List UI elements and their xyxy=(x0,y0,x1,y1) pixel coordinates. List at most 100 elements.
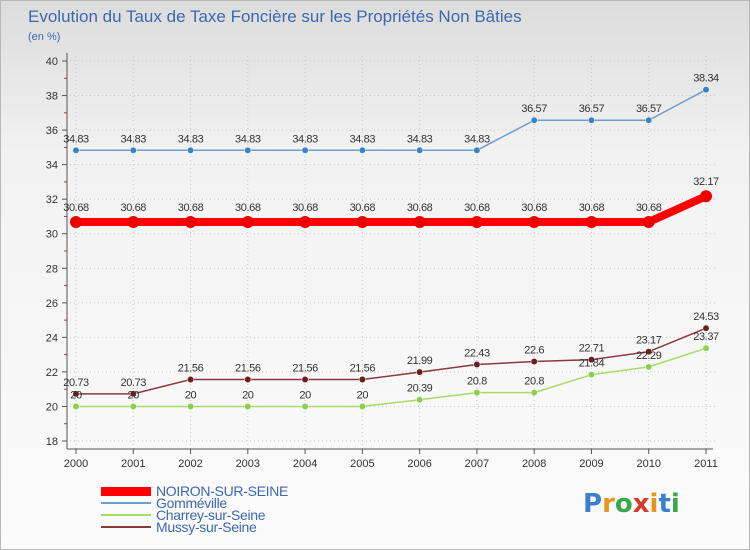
y-tick-label: 18 xyxy=(46,436,58,448)
data-label: 30.68 xyxy=(178,202,204,214)
legend-item[interactable]: NOIRON-SUR-SEINE xyxy=(101,483,341,499)
legend-item[interactable]: Mussy-sur-Seine xyxy=(101,519,341,535)
y-tick-label: 30 xyxy=(46,229,58,241)
y-tick-label: 28 xyxy=(46,263,58,275)
data-point xyxy=(72,390,80,398)
data-label: 36.57 xyxy=(579,103,605,115)
data-point xyxy=(241,215,254,228)
units-label: (en %) xyxy=(28,31,61,43)
data-label: 21.99 xyxy=(407,355,433,367)
data-point xyxy=(528,215,541,228)
legend: NOIRON-SUR-SEINE Gomméville Charrey-sur-… xyxy=(101,483,341,535)
x-tick-label: 2004 xyxy=(293,458,317,470)
data-label: 20 xyxy=(242,389,254,401)
data-point xyxy=(416,368,424,376)
y-tick-label: 20 xyxy=(46,401,58,413)
x-tick-label: 2011 xyxy=(694,458,718,470)
data-label: 30.68 xyxy=(350,202,376,214)
data-point xyxy=(416,146,424,154)
series-line xyxy=(72,192,710,226)
data-point xyxy=(702,86,710,94)
data-label: 24.53 xyxy=(693,311,719,323)
logo-letter: i xyxy=(649,489,659,519)
y-tick-label: 32 xyxy=(46,194,58,206)
data-label: 20 xyxy=(128,389,140,401)
grid-layer xyxy=(66,56,716,449)
data-point xyxy=(187,403,194,410)
proxiti-logo: Proxiti xyxy=(583,489,680,519)
y-tick-label: 38 xyxy=(46,91,58,103)
x-tick-label: 2003 xyxy=(236,458,260,470)
data-label: 36.57 xyxy=(521,103,547,115)
data-label: 30.68 xyxy=(579,202,605,214)
legend-swatch xyxy=(101,502,151,504)
data-point xyxy=(356,215,369,228)
data-point xyxy=(70,215,82,228)
data-point xyxy=(530,116,538,124)
data-point xyxy=(72,403,80,410)
logo-letter: t xyxy=(658,489,671,519)
data-label: 23.37 xyxy=(693,331,719,343)
data-label: 22.71 xyxy=(579,343,605,355)
legend-item[interactable]: Gomméville xyxy=(101,495,341,511)
data-point xyxy=(358,403,366,410)
data-label: 34.83 xyxy=(292,133,318,145)
series-line xyxy=(75,347,707,408)
data-point xyxy=(244,376,252,383)
data-label: 30.68 xyxy=(636,202,662,214)
data-point xyxy=(530,358,538,365)
data-label: 36.57 xyxy=(636,103,662,115)
data-label: 30.68 xyxy=(63,202,89,214)
data-label: 20.8 xyxy=(524,376,544,388)
data-point xyxy=(470,215,483,228)
legend-label: Gomméville xyxy=(156,495,227,511)
data-point xyxy=(642,215,655,228)
data-point xyxy=(585,215,598,228)
data-point xyxy=(700,190,712,203)
data-label: 20 xyxy=(299,389,311,401)
data-point xyxy=(416,396,424,404)
data-label: 34.83 xyxy=(121,133,147,145)
data-label: 20 xyxy=(70,389,82,401)
x-tick-label: 2000 xyxy=(64,458,88,470)
data-point xyxy=(645,116,653,124)
logo-letter: P xyxy=(583,489,603,519)
data-label: 21.56 xyxy=(292,363,318,375)
data-point xyxy=(645,348,653,356)
data-label: 34.83 xyxy=(235,133,261,145)
data-label: 34.83 xyxy=(407,133,433,145)
data-label: 23.17 xyxy=(636,335,662,347)
legend-label: NOIRON-SUR-SEINE xyxy=(156,483,289,499)
series-layer xyxy=(70,86,712,410)
data-label: 20 xyxy=(357,389,369,401)
y-tick-label: 26 xyxy=(46,298,58,310)
data-point xyxy=(184,215,197,228)
x-tick-label: 2007 xyxy=(465,458,489,470)
data-point xyxy=(129,390,137,398)
data-label: 20.73 xyxy=(63,377,89,389)
data-point xyxy=(530,389,538,397)
data-label: 30.68 xyxy=(235,202,261,214)
x-tick-label: 2009 xyxy=(579,458,603,470)
data-point xyxy=(588,371,595,379)
chart-title: Evolution du Taux de Taxe Foncière sur l… xyxy=(28,7,522,26)
data-label: 34.83 xyxy=(350,133,376,145)
data-point xyxy=(358,146,366,154)
data-label: 20.73 xyxy=(121,377,147,389)
x-tick-label: 2002 xyxy=(178,458,202,470)
data-point xyxy=(473,146,481,154)
data-label: 30.68 xyxy=(521,202,547,214)
logo-letter: x xyxy=(632,489,650,519)
data-point xyxy=(129,146,137,154)
x-tick-label: 2006 xyxy=(407,458,431,470)
data-point xyxy=(473,389,481,397)
x-tick-label: 2010 xyxy=(636,458,660,470)
data-point xyxy=(244,403,252,410)
data-label: 30.68 xyxy=(464,202,490,214)
legend-label: Charrey-sur-Seine xyxy=(156,507,266,523)
data-point xyxy=(702,324,710,332)
y-tick-label: 36 xyxy=(46,125,58,137)
data-point xyxy=(187,146,194,154)
legend-item[interactable]: Charrey-sur-Seine xyxy=(101,507,341,523)
